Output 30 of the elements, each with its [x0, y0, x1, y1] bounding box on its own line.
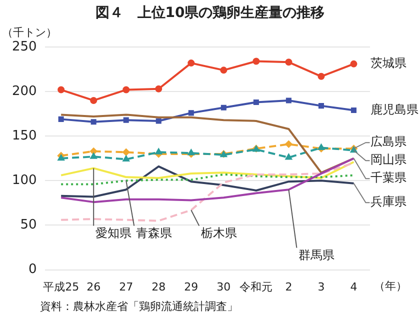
x-tick-label: 平成25 [43, 280, 80, 294]
chart-title: 図４ 上位10県の鶏卵生産量の推移 [94, 4, 326, 22]
series-label: 栃木県 [201, 226, 238, 240]
text: 資料：農林水産省「鶏卵流通統計調査」 [40, 299, 238, 314]
y-tick-label: 0 [28, 262, 37, 278]
y-axis-title: （千トン） [2, 26, 57, 39]
text: 群馬県 [298, 248, 335, 262]
x-axis-title: （年） [374, 280, 407, 293]
x-tick-label: 28 [152, 280, 166, 294]
y-tick-label: 150 [12, 128, 37, 144]
x-tick-label: 26 [86, 280, 101, 294]
x-tick-label: 2 [285, 280, 292, 294]
series-label: 兵庫県 [370, 194, 407, 209]
series-label: 広島県 [370, 134, 407, 149]
x-tick-label: 4 [350, 280, 358, 294]
x-tick-label: 29 [184, 280, 198, 294]
text: 青森県 [136, 226, 172, 240]
y-tick-label: 200 [12, 84, 37, 99]
series-label: 千葉県 [370, 170, 407, 185]
x-tick-label: 30 [216, 280, 231, 294]
y-tick-label: 100 [12, 173, 37, 188]
x-tick-label: 3 [318, 280, 325, 294]
series-label: 鹿児島県 [370, 102, 419, 116]
text: 愛知県 [96, 226, 132, 240]
series-label: 岡山県 [370, 152, 407, 167]
x-tick-label: 27 [119, 280, 134, 294]
x-tick-label: 令和元 [240, 280, 273, 294]
y-tick-label: 250 [12, 39, 37, 54]
series-label: 茨城県 [370, 56, 407, 70]
y-tick-label: 50 [20, 218, 37, 233]
